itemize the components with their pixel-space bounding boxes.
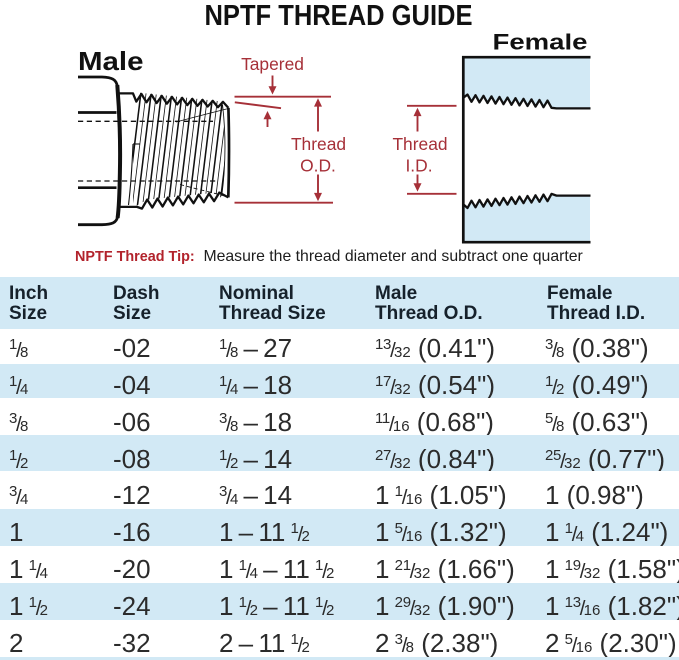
svg-text:Thread: Thread [291,134,346,154]
svg-text:I.D.: I.D. [405,155,432,175]
svg-text:Male: Male [78,46,144,76]
svg-text:O.D.: O.D. [300,155,336,175]
svg-text:Thread: Thread [392,134,447,154]
svg-text:NPTF THREAD GUIDE: NPTF THREAD GUIDE [205,0,473,32]
svg-text:Tapered: Tapered [241,54,304,74]
svg-text:Female: Female [493,30,588,55]
